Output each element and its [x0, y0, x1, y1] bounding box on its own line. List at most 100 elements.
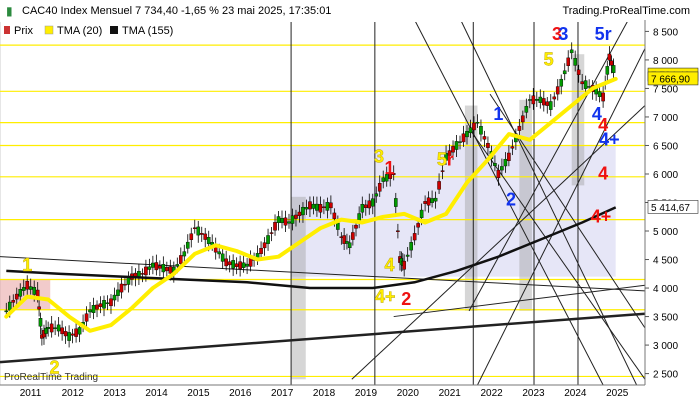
price-candle	[74, 328, 78, 337]
y-tick-label: 8 000	[653, 56, 678, 67]
x-tick-label: 2019	[355, 388, 378, 399]
price-candle	[38, 318, 43, 327]
price-candle	[269, 232, 274, 234]
x-tick-label: 2012	[62, 388, 85, 399]
price-candle	[548, 101, 553, 110]
price-candle	[301, 206, 305, 216]
price-candle	[109, 298, 113, 307]
price-candle	[241, 262, 246, 268]
price-candle	[154, 262, 159, 271]
legend-label-prix: Prix	[14, 25, 33, 37]
x-tick-label: 2016	[229, 388, 252, 399]
price-candle	[220, 253, 225, 262]
wave-label: 4	[598, 164, 608, 184]
price-candle	[454, 141, 459, 150]
price-candle	[259, 247, 263, 254]
price-candle	[430, 198, 434, 203]
price-candle	[248, 258, 253, 267]
price-candle	[507, 152, 511, 161]
price-candle	[468, 127, 473, 134]
price-candle	[609, 60, 614, 66]
chart-title: CAC40 Index Mensuel 7 734,40 -1,65 % 23 …	[22, 5, 331, 17]
price-candle	[517, 125, 522, 131]
y-tick-label: 6 500	[653, 141, 678, 152]
price-candle	[566, 57, 571, 66]
price-badge	[647, 200, 699, 214]
price-candle	[412, 233, 417, 241]
price-candle	[116, 289, 120, 296]
price-candle	[25, 281, 30, 290]
price-candle	[77, 327, 82, 335]
price-candle	[576, 69, 581, 75]
price-candle	[360, 204, 365, 213]
price-candle	[538, 96, 543, 103]
price-candle	[161, 264, 166, 273]
price-candle	[475, 122, 480, 124]
price-candle	[105, 302, 110, 304]
price-candle	[53, 327, 57, 329]
x-tick-label: 2024	[564, 388, 587, 399]
price-candle	[535, 98, 539, 101]
price-candle	[168, 266, 173, 274]
wave-label: 5r	[595, 24, 612, 44]
shade-red	[0, 279, 51, 310]
price-candle	[290, 215, 295, 224]
price-candle	[304, 207, 309, 210]
price-candle	[95, 304, 99, 310]
price-candle	[7, 301, 12, 311]
price-candle	[440, 170, 445, 172]
price-candle	[60, 327, 64, 335]
price-candle	[377, 183, 382, 192]
price-candle	[552, 96, 557, 100]
wave-label: 1	[493, 104, 503, 124]
price-candle	[165, 267, 169, 272]
y-tick-label: 3 000	[653, 341, 678, 352]
price-candle	[14, 293, 19, 300]
price-candle	[98, 303, 103, 307]
wave-label: 5	[544, 50, 554, 70]
price-candle	[158, 265, 162, 269]
shade-purple	[291, 145, 616, 277]
price-candle	[32, 287, 37, 295]
x-tick-label: 2015	[187, 388, 210, 399]
wave-label: 2	[506, 189, 516, 209]
price-candle	[262, 242, 267, 249]
price-candle	[482, 136, 487, 140]
trend-fan-lines	[0, 19, 646, 386]
price-candle	[224, 258, 228, 267]
price-candle	[206, 237, 211, 245]
price-badge-label: 7 666,90	[651, 74, 690, 85]
legend-swatch-tma20	[44, 25, 54, 35]
wave-label: 4+	[375, 286, 396, 306]
series-line-tma20	[4, 76, 618, 333]
price-candle	[555, 86, 560, 95]
price-candle	[144, 266, 148, 276]
price-candle	[486, 143, 490, 148]
price-candle	[119, 283, 124, 293]
price-candle	[21, 287, 26, 291]
price-candle	[238, 261, 242, 270]
price-candle	[601, 92, 605, 102]
price-candle	[605, 66, 610, 75]
header-bar	[0, 0, 700, 22]
price-candle	[18, 289, 23, 297]
y-tick-label: 4 000	[653, 284, 678, 295]
price-candle	[479, 126, 483, 135]
x-tick-label: 2011	[20, 388, 42, 399]
price-candle	[322, 206, 326, 209]
price-candle	[151, 262, 155, 268]
price-candle	[273, 222, 277, 231]
wave-label: 4	[385, 255, 395, 275]
price-candle	[545, 101, 550, 106]
shade-bar-2022	[464, 105, 478, 311]
trend-line	[351, 105, 646, 380]
price-candle	[178, 255, 183, 264]
x-tick-label: 2023	[522, 388, 545, 399]
wave-label: 3	[374, 147, 384, 167]
price-candle	[185, 241, 190, 249]
wave-label: 4	[598, 115, 608, 135]
chart-header: ▮ CAC40 Index Mensuel 7 734,40 -1,65 % 2…	[0, 0, 700, 22]
price-candle	[391, 173, 396, 175]
price-badges: 7 734,407 666,905 414,67	[647, 67, 699, 214]
wave-label: 3	[558, 24, 568, 44]
